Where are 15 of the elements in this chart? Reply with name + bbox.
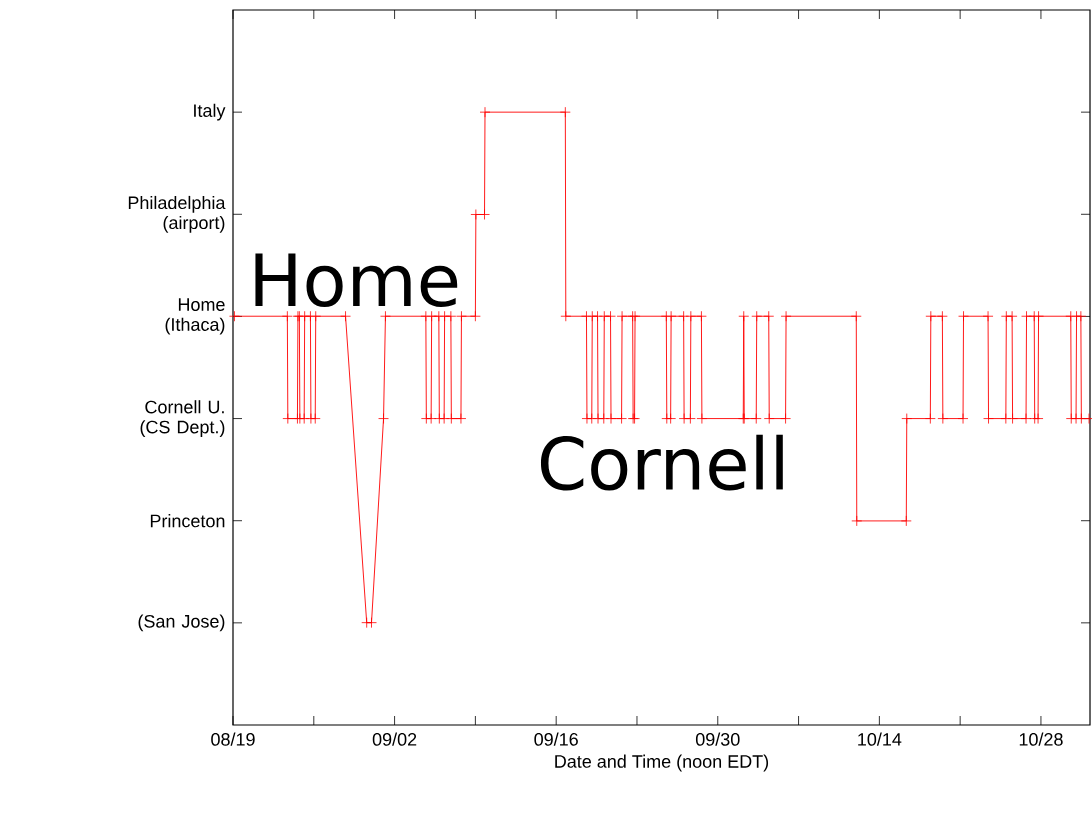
category-label: (San Jose) [138,614,225,632]
category-label: Home (Ithaca) [165,298,225,335]
category-label: Italy [194,103,226,121]
annotation: Home [255,253,458,308]
x-tick-label: 08/19 [211,732,255,746]
category-label: Princeton [150,514,225,528]
category-label: Philadelphia (airport) [128,195,226,233]
x-tick-label: 09/02 [372,732,417,746]
x-tick-label: 09/30 [695,732,740,746]
x-axis-title: Date and Time (noon EDT) [555,754,769,772]
category-label: Cornell U. (CS Dept.) [140,400,225,437]
annotation: Cornell [540,434,783,491]
x-tick-label: 10/28 [1019,732,1063,746]
x-tick-label: 10/14 [858,732,902,746]
x-tick-label: 09/16 [534,732,578,746]
